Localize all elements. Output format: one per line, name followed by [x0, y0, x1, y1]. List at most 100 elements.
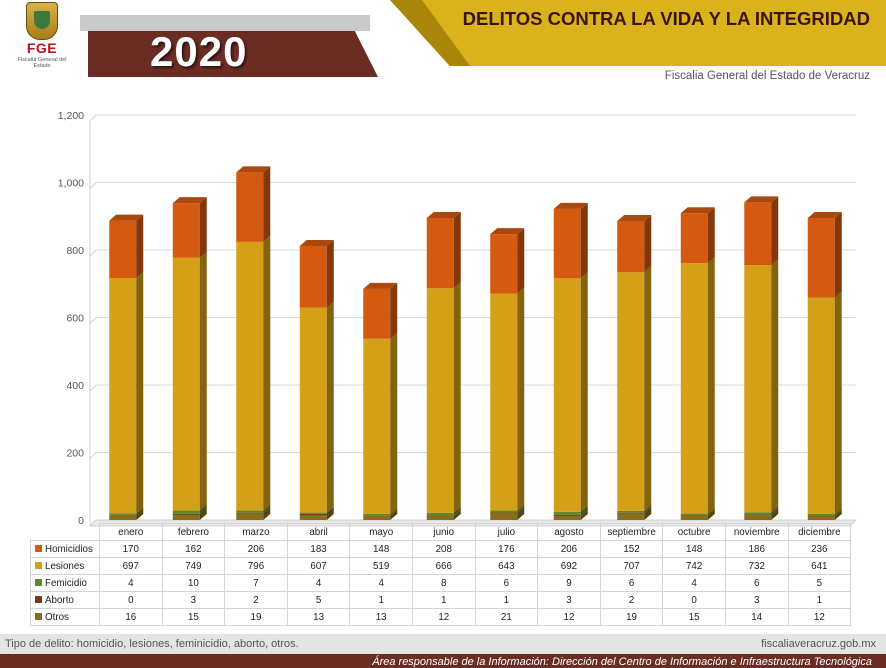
bar-side [834, 211, 842, 298]
bar-segment-otros [807, 509, 842, 520]
bar-front [807, 217, 835, 298]
bar-segment-lesiones [299, 301, 334, 513]
bar-front [299, 245, 327, 308]
bar-segment-homicidios [109, 214, 144, 279]
bar-segment-homicidios [299, 239, 334, 308]
bar-segment-aborto [744, 508, 779, 516]
y-tick-label: 800 [66, 245, 84, 257]
bar-top [363, 282, 398, 289]
bar-segment-femicidio [363, 507, 398, 516]
bar-side [771, 259, 779, 513]
data-label: 12 [787, 608, 852, 626]
data-label: 206 [537, 540, 601, 558]
bar-front [490, 512, 518, 514]
y-tick-label: 200 [66, 448, 84, 460]
page-title: DELITOS CONTRA LA VIDA Y LA INTEGRIDAD [462, 8, 870, 29]
bar-front [680, 514, 708, 520]
legend-label: Homicidios [45, 543, 93, 555]
bar-side [326, 507, 334, 516]
bar-segment-otros [617, 507, 652, 520]
bar-segment-lesiones [172, 251, 207, 511]
data-label: 3 [724, 591, 789, 609]
bar-segment-femicidio [553, 505, 588, 515]
bar-front [426, 288, 454, 513]
chart-y-axis: 0 200 400 600 800 1,000 1,200 [58, 110, 84, 527]
legend-swatch [35, 562, 42, 570]
bar-segment-lesiones [363, 332, 398, 514]
data-label: 6 [724, 574, 789, 592]
bar-segment-lesiones [553, 272, 588, 512]
bar-front [236, 510, 264, 513]
bar-front [807, 515, 835, 520]
bar-front [172, 203, 200, 258]
bar-side [580, 509, 588, 520]
page-subtitle: Fiscalia General del Estado de Veracruz [664, 70, 870, 82]
data-label: 607 [286, 557, 351, 575]
data-label: 9 [537, 574, 601, 592]
bar-side [453, 282, 461, 513]
bar-segment-aborto [172, 507, 207, 515]
data-label: 742 [662, 557, 726, 575]
bar-front [236, 241, 264, 511]
bar-side [390, 509, 398, 516]
data-label: 707 [599, 557, 664, 575]
year-label: 2020 [150, 28, 248, 75]
footer-website-link[interactable]: fiscaliaveracruz.gob.mx [761, 638, 876, 650]
bar-segment-otros [426, 509, 461, 520]
bar-segment-lesiones [236, 235, 271, 511]
bar-front [172, 514, 200, 520]
bar-segment-otros [236, 507, 271, 520]
data-label: 183 [286, 540, 351, 558]
bar-side [136, 507, 144, 515]
bar-side [453, 506, 461, 516]
bar-side [390, 507, 398, 516]
bar-side [707, 507, 715, 515]
bar-side [390, 282, 398, 339]
category-label: diciembre [787, 523, 852, 541]
bar-side [771, 508, 779, 516]
bar-segment-lesiones [744, 259, 779, 513]
gridline-depth [89, 384, 97, 392]
gridline-depth [89, 452, 97, 459]
bar-segment-aborto [490, 506, 525, 514]
bar-top [299, 239, 334, 246]
bar-segment-otros [363, 509, 398, 520]
bar-front [680, 513, 708, 515]
bar-segment-aborto [617, 506, 652, 514]
bar-segment-femicidio [680, 507, 715, 515]
data-label: 186 [724, 540, 789, 558]
bar-segment-femicidio [807, 507, 842, 516]
bar-front [490, 512, 518, 520]
y-tick-label: 0 [78, 515, 84, 527]
data-label: 1 [474, 591, 539, 609]
bar-segment-homicidios [807, 211, 842, 298]
footer-bar [0, 634, 886, 654]
y-tick-label: 1,000 [58, 178, 84, 190]
bar-side [580, 272, 588, 512]
data-label: 13 [349, 608, 413, 626]
bar-side [517, 506, 525, 520]
bottom-bar [0, 654, 886, 668]
data-label: 6 [599, 574, 664, 592]
data-label: 0 [99, 591, 163, 609]
data-label: 2 [224, 591, 288, 609]
bar-segment-homicidios [490, 228, 525, 294]
bar-side [517, 504, 525, 513]
bar-segment-aborto [426, 509, 461, 517]
bar-front [363, 515, 391, 516]
data-label: 10 [161, 574, 226, 592]
bar-segment-femicidio [744, 506, 779, 515]
data-label: 749 [161, 557, 226, 575]
data-label: 19 [599, 608, 664, 626]
bar-side [834, 507, 842, 516]
bar-segment-lesiones [490, 287, 525, 511]
bar-front [744, 512, 772, 515]
bar-front [680, 263, 708, 514]
data-label: 692 [537, 557, 601, 575]
bar-segment-lesiones [109, 272, 144, 514]
gridline-depth [89, 182, 97, 189]
logo-subtitle: Fiscalía General del Estado [17, 57, 67, 69]
gridline-depth [89, 249, 97, 257]
bar-side [644, 266, 652, 511]
legend-label: Otros [45, 611, 69, 623]
